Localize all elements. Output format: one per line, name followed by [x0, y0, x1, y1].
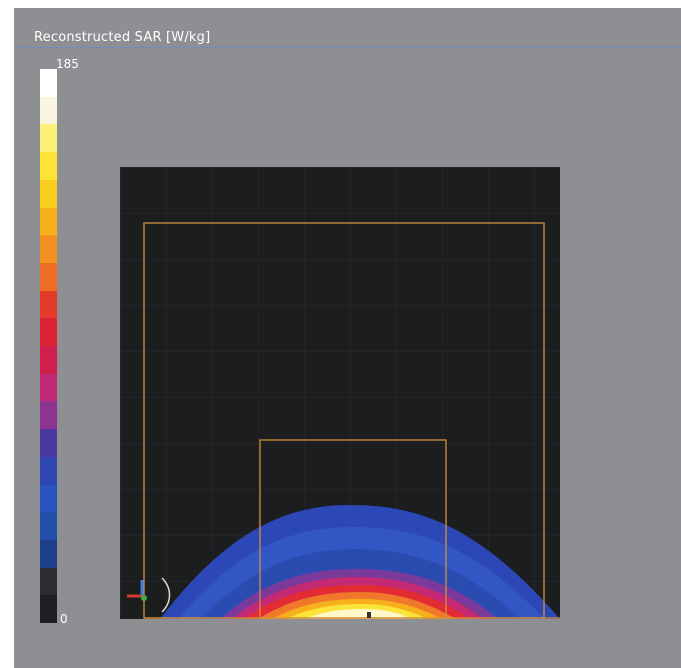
y-axis-icon: [141, 595, 147, 601]
colorbar-segment: [40, 318, 57, 347]
axis-gizmo-svg: [127, 577, 171, 613]
colorbar-segment: [40, 235, 57, 263]
colorbar-segment: [40, 262, 57, 291]
axis-gizmo-icon[interactable]: [122, 570, 174, 620]
colorbar-segment: [40, 484, 57, 513]
colorbar-segment: [40, 456, 57, 485]
colorbar-segment: [40, 152, 57, 180]
colorbar-min-label: 0: [60, 612, 68, 626]
colorbar: [40, 69, 57, 624]
sar-band-white: [304, 609, 412, 619]
colorbar-segment: [40, 69, 57, 97]
colorbar-segment: [40, 567, 57, 596]
colorbar-segment: [40, 207, 57, 236]
header-divider: [14, 47, 681, 48]
colorbar-segment: [40, 401, 57, 430]
colorbar-segment: [40, 429, 57, 457]
colorbar-segment: [40, 539, 57, 568]
colorbar-segment: [40, 290, 57, 319]
viewer-panel: Reconstructed SAR [W/kg] 185 0: [14, 8, 681, 668]
colorbar-segment: [40, 512, 57, 540]
3d-viewport[interactable]: [120, 167, 560, 619]
colorbar-segment: [40, 346, 57, 374]
colorbar-segment: [40, 124, 57, 153]
source-marker: [367, 612, 371, 618]
colorbar-max-label: 185: [56, 57, 79, 71]
rotation-arc-icon: [161, 577, 171, 613]
sar-field-render: [120, 167, 560, 619]
colorbar-segment: [40, 595, 57, 624]
colorbar-segment: [40, 179, 57, 208]
colorbar-title: Reconstructed SAR [W/kg]: [34, 30, 211, 45]
colorbar-segment: [40, 373, 57, 402]
colorbar-segment: [40, 96, 57, 125]
